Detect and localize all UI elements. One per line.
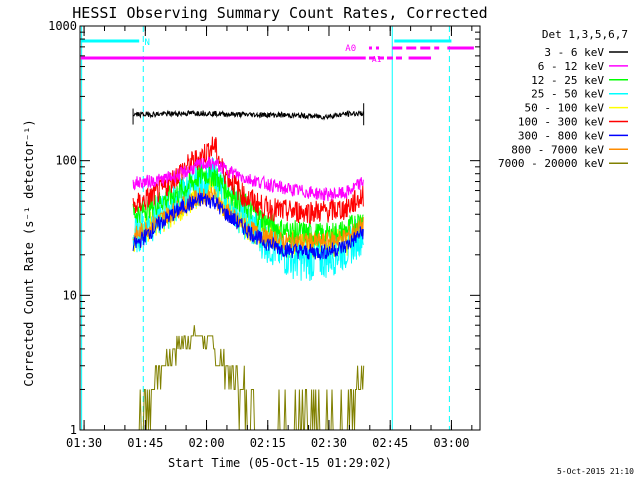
series-line-7000-20000-kev	[133, 325, 365, 431]
x-tick-label: 01:30	[66, 436, 102, 450]
y-axis-label: Corrected Count Rate (s⁻¹ detector⁻¹)	[22, 119, 36, 386]
x-tick-label: 02:15	[250, 436, 286, 450]
x-tick-label: 01:45	[127, 436, 163, 450]
legend-label: 3 - 6 keV	[544, 46, 604, 59]
x-tick-label: 02:00	[188, 436, 224, 450]
legend-label: 7000 - 20000 keV	[498, 157, 604, 170]
x-axis-label: Start Time (05-Oct-15 01:29:02)	[168, 456, 392, 470]
legend-label: 100 - 300 keV	[518, 116, 604, 129]
legend-label: 800 - 7000 keV	[511, 143, 604, 156]
chart-title: HESSI Observing Summary Count Rates, Cor…	[72, 4, 487, 22]
x-tick-label: 03:00	[433, 436, 469, 450]
series-line-3-6-kev	[132, 109, 364, 121]
legend-label: 6 - 12 keV	[538, 60, 605, 73]
y-tick-label: 1000	[48, 19, 77, 33]
legend-title: Det 1,3,5,6,7	[542, 28, 628, 41]
x-tick-label: 02:30	[311, 436, 347, 450]
attenuator-a0-label: A0	[345, 44, 356, 54]
legend-label: 300 - 800 keV	[518, 129, 604, 142]
series-line-100-300-kev	[132, 136, 364, 225]
attenuator-a1-label: A1	[372, 55, 382, 64]
plot-frame	[79, 25, 481, 431]
footer-timestamp: 5-Oct-2015 21:10	[557, 467, 634, 476]
night-label: N	[144, 38, 149, 48]
series-line-6-12-kev	[132, 156, 364, 202]
y-tick-label: 1	[70, 423, 77, 437]
legend-label: 50 - 100 keV	[525, 102, 605, 115]
x-tick-label: 02:45	[372, 436, 408, 450]
legend-label: 25 - 50 keV	[531, 88, 604, 101]
legend-label: 12 - 25 keV	[531, 74, 604, 87]
y-tick-label: 100	[55, 154, 77, 168]
y-tick-label: 10	[63, 288, 77, 302]
series-line-300-800-kev	[132, 192, 364, 261]
